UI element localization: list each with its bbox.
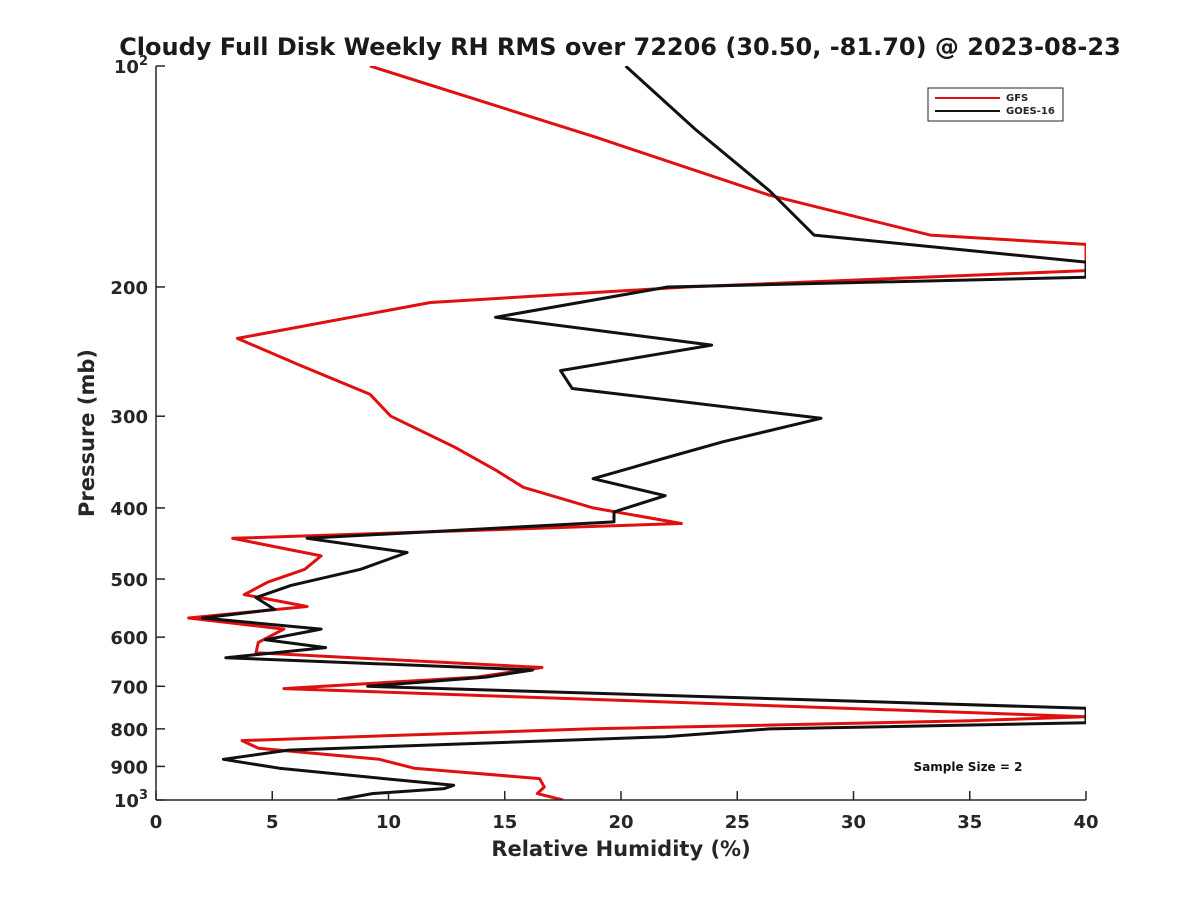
legend-label-goes16: GOES-16	[1006, 106, 1055, 117]
y-tick-label: 300	[110, 407, 148, 428]
legend: GFS GOES-16	[927, 87, 1064, 122]
x-tick-label: 5	[266, 812, 279, 833]
chart-title: Cloudy Full Disk Weekly RH RMS over 7220…	[119, 33, 1121, 61]
x-axis-label: Relative Humidity (%)	[491, 837, 750, 861]
x-tick-label: 30	[841, 812, 866, 833]
x-tick-label: 40	[1073, 812, 1098, 833]
x-tick-label: 0	[150, 812, 163, 833]
y-tick-label: 900	[110, 757, 148, 778]
y-axis-label: Pressure (mb)	[75, 349, 99, 517]
series-line-gfs	[187, 66, 1086, 800]
y-tick-label: 700	[110, 677, 148, 698]
x-tick-label: 15	[492, 812, 517, 833]
x-tick-label: 25	[725, 812, 750, 833]
legend-box	[927, 87, 1064, 122]
x-ticks: 0 5 10 15 20 25 30 35 40	[150, 791, 1099, 833]
series-line-goes16	[201, 66, 1086, 800]
y-tick-label: 400	[110, 499, 148, 520]
y-tick-label: 600	[110, 628, 148, 649]
series-layer	[187, 66, 1086, 800]
x-tick-label: 10	[376, 812, 401, 833]
x-tick-label: 35	[957, 812, 982, 833]
y-tick-label: 200	[110, 278, 148, 299]
y-tick-label: 500	[110, 570, 148, 591]
sample-size-annotation: Sample Size = 2	[914, 760, 1023, 774]
x-tick-label: 20	[608, 812, 633, 833]
y-tick-label: 800	[110, 720, 148, 741]
legend-label-gfs: GFS	[1006, 93, 1028, 104]
